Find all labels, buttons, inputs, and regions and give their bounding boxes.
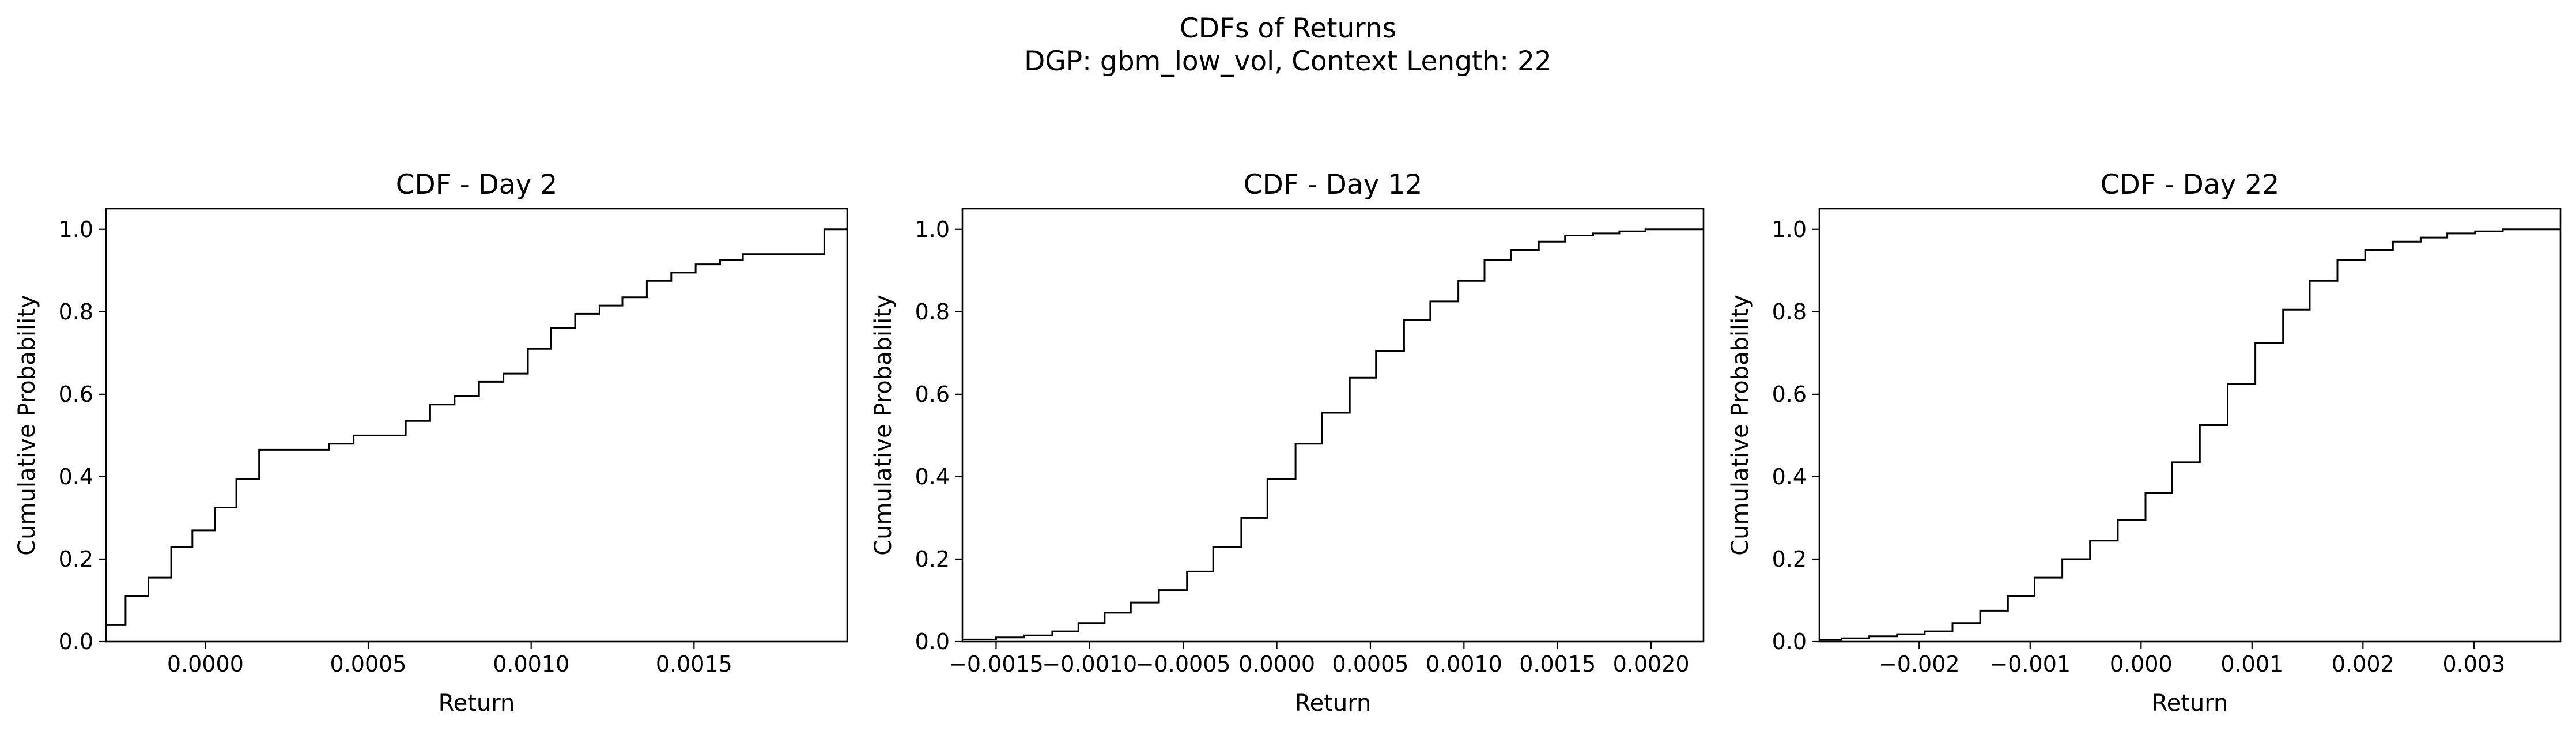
y-tick-label: 0.0	[1772, 629, 1807, 654]
figure-subtitle: DGP: gbm_low_vol, Context Length: 22	[1024, 46, 1552, 77]
subplot-day-22: CDF - Day 22 Return Cumulative Probabili…	[1727, 169, 2562, 717]
x-axis-label: Return	[439, 690, 515, 717]
subplot-title: CDF - Day 12	[1244, 169, 1422, 201]
figure-title: CDFs of Returns	[1180, 13, 1396, 44]
y-tick-label: 0.6	[1772, 382, 1807, 407]
y-axis-label: Cumulative Probability	[870, 295, 897, 555]
x-tick-label: −0.001	[1989, 651, 2071, 677]
y-axis-label: Cumulative Probability	[14, 295, 40, 555]
x-tick-label: 0.0000	[167, 651, 244, 677]
plot-area	[106, 209, 847, 642]
x-tick-label: 0.002	[2332, 651, 2394, 677]
y-tick-label: 0.4	[59, 464, 93, 489]
subplot-title: CDF - Day 22	[2101, 169, 2279, 201]
x-axis-label: Return	[2152, 690, 2228, 717]
x-axis-label: Return	[1295, 690, 1372, 717]
y-ticks: 0.0 0.2 0.4 0.6 0.8 1.0	[59, 217, 106, 654]
x-tick-label: 0.0010	[493, 651, 569, 677]
axes-frame	[1818, 208, 2562, 643]
y-tick-label: 0.6	[59, 382, 93, 407]
y-tick-label: 0.4	[1772, 464, 1807, 489]
x-tick-label: 0.003	[2442, 651, 2505, 677]
y-ticks: 0.0 0.2 0.4 0.6 0.8 1.0	[1772, 217, 1819, 654]
y-tick-label: 1.0	[915, 217, 950, 242]
y-ticks: 0.0 0.2 0.4 0.6 0.8 1.0	[915, 217, 962, 654]
plot-area	[962, 209, 1704, 642]
x-tick-label: 0.0005	[1332, 651, 1408, 677]
y-tick-label: 1.0	[1772, 217, 1807, 242]
cdf-step-line	[962, 228, 1704, 640]
y-tick-label: 0.2	[915, 546, 950, 572]
x-ticks: −0.002 −0.001 0.000 0.001 0.002 0.003	[1879, 642, 2505, 677]
x-ticks: 0.0000 0.0005 0.0010 0.0015	[167, 642, 732, 677]
y-tick-label: 0.6	[915, 382, 950, 407]
subplot-title: CDF - Day 2	[396, 169, 558, 201]
y-tick-label: 0.0	[59, 629, 93, 654]
x-tick-label: 0.0000	[1238, 651, 1315, 677]
subplot-day-12: CDF - Day 12 Return Cumulative Probabili…	[870, 169, 1705, 717]
x-tick-label: −0.0010	[1042, 651, 1137, 677]
x-tick-label: 0.0005	[330, 651, 407, 677]
y-tick-label: 0.8	[59, 299, 93, 325]
cdf-series	[962, 228, 1704, 640]
y-tick-label: 0.4	[915, 464, 950, 489]
y-tick-label: 1.0	[59, 217, 93, 242]
y-axis-label: Cumulative Probability	[1727, 295, 1754, 555]
x-tick-label: −0.002	[1879, 651, 1960, 677]
x-tick-label: −0.0005	[1136, 651, 1231, 677]
y-tick-label: 0.2	[59, 546, 93, 572]
x-tick-label: −0.0015	[949, 651, 1044, 677]
x-tick-label: 0.0015	[656, 651, 732, 677]
x-tick-label: 0.0010	[1426, 651, 1502, 677]
cdf-series	[106, 228, 847, 626]
cdf-series	[1819, 228, 2560, 641]
cdf-step-line	[1819, 228, 2560, 641]
x-tick-label: 0.001	[2220, 651, 2283, 677]
axes-frame	[961, 208, 1705, 643]
y-tick-label: 0.2	[1772, 546, 1807, 572]
x-tick-label: 0.000	[2110, 651, 2173, 677]
subplot-day-2: CDF - Day 2 Return Cumulative Probabilit…	[14, 169, 848, 717]
x-ticks: −0.0015−0.0010−0.0005 0.0000 0.0005 0.0010 0…	[949, 642, 1690, 677]
y-tick-label: 0.0	[915, 629, 950, 654]
cdf-step-line	[106, 228, 847, 626]
y-tick-label: 0.8	[915, 299, 950, 325]
axes-frame	[105, 208, 848, 643]
y-tick-label: 0.8	[1772, 299, 1807, 325]
plot-area	[1819, 209, 2560, 642]
x-tick-label: 0.0015	[1519, 651, 1596, 677]
x-tick-label: 0.0020	[1613, 651, 1690, 677]
